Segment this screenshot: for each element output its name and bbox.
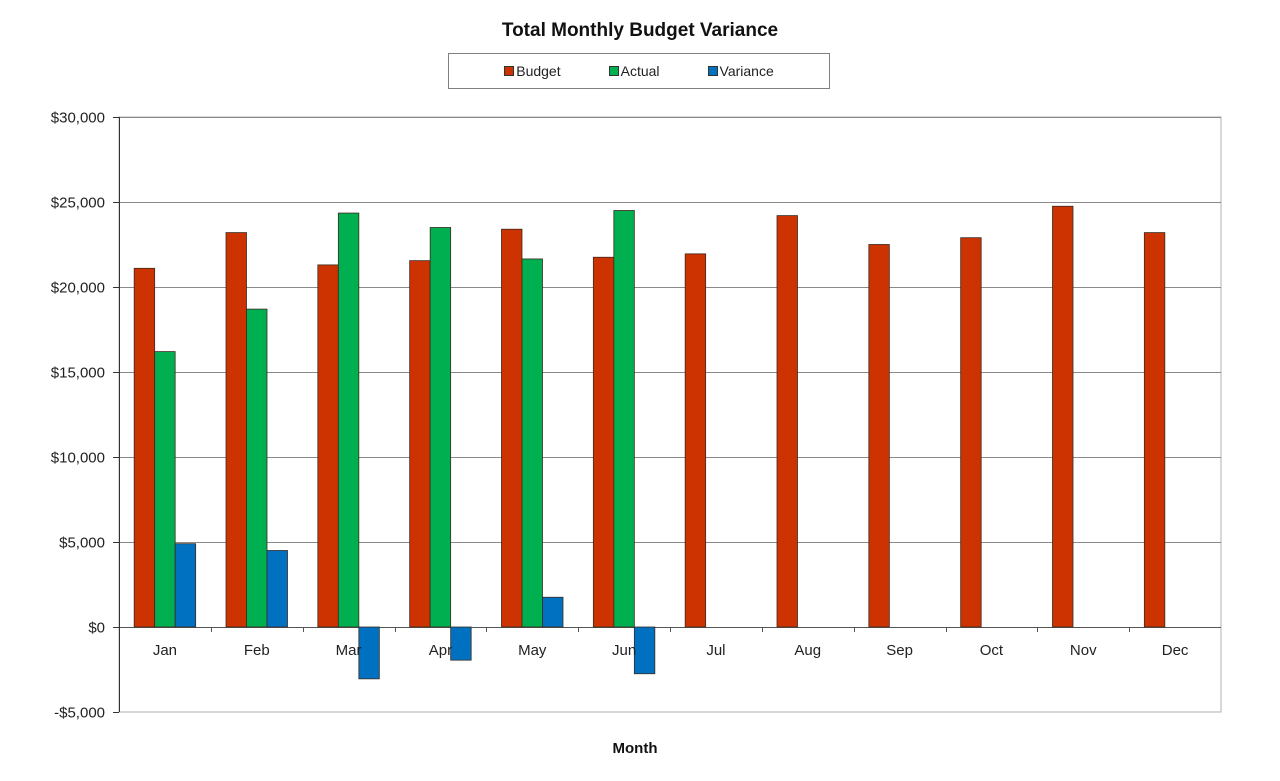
legend: Budget Actual Variance [448,53,830,89]
bar-actual-feb [246,308,268,628]
y-tick-label: $20,000 [51,280,105,297]
bar-budget-jun [592,256,615,628]
bar-actual-apr [429,227,452,628]
legend-swatch-actual [608,66,619,76]
bar-variance-may [542,596,564,628]
y-tick-label: $5,000 [59,535,105,552]
legend-item-budget: Budget [504,63,561,79]
bar-budget-nov [1052,205,1074,628]
bar-actual-jan [154,351,176,628]
x-tick-label: Nov [1070,642,1097,659]
chart-title: Total Monthly Budget Variance [501,20,779,41]
y-tick-label: $25,000 [51,195,105,212]
bar-budget-may [501,228,523,628]
y-tick-label: $15,000 [51,365,105,382]
x-tick-label: Jan [153,642,177,659]
y-tick-label: -$5,000 [54,705,105,722]
x-tick-label: Sep [886,642,913,659]
bar-budget-aug [776,215,798,628]
x-tick-label: Aug [794,642,821,659]
legend-item-variance: Variance [707,63,774,79]
legend-item-actual: Actual [608,63,660,79]
x-tick-label: Oct [980,642,1004,659]
legend-label-variance: Variance [719,63,774,79]
bar-actual-jun [613,210,635,628]
x-tick-label: Jul [706,642,725,659]
bar-budget-apr [409,260,431,628]
bar-budget-dec [1143,232,1166,628]
legend-label-budget: Budget [516,63,561,79]
bar-actual-may [521,258,543,628]
x-tick-label: Jun [612,642,636,659]
y-tick-label: $30,000 [51,110,105,127]
bar-budget-oct [960,237,982,628]
bar-budget-jan [133,267,156,628]
bar-variance-jan [174,543,197,628]
bar-budget-sep [868,244,890,628]
bar-budget-mar [317,264,339,628]
bar-actual-mar [337,212,360,628]
legend-swatch-variance [707,66,718,76]
x-tick-label: May [518,642,547,659]
bar-budget-jul [684,253,707,628]
bar-budget-feb [225,232,247,628]
x-tick-label: Feb [244,642,270,659]
x-tick-label: Dec [1162,642,1189,659]
bar-variance-feb [266,550,288,628]
y-tick-label: $0 [88,620,105,637]
bar-variance-apr [450,626,472,661]
legend-swatch-budget [504,66,515,76]
bar-variance-mar [358,626,380,680]
x-axis-title: Month [612,740,658,757]
y-tick-label: $10,000 [51,450,105,467]
x-tick-label: Mar [336,642,362,659]
bar-variance-jun [633,626,656,675]
legend-label-actual: Actual [620,63,660,79]
x-tick-label: Apr [429,642,452,659]
